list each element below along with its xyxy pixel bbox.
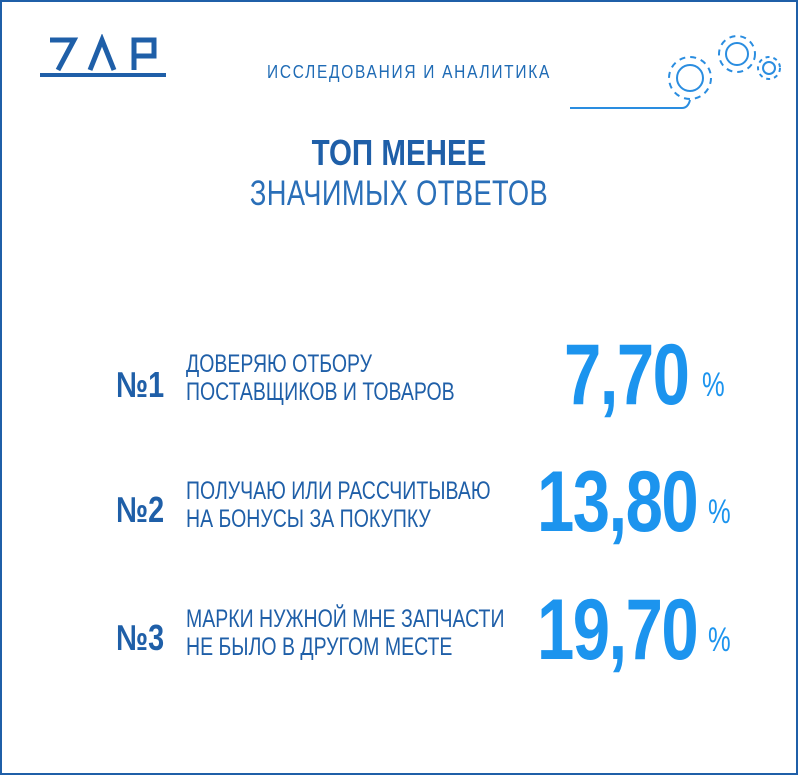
item-rank: №1 — [116, 364, 165, 405]
item-rank: №2 — [116, 489, 165, 530]
list-item: №1 ДОВЕРЯЮ ОТБОРУ ПОСТАВЩИКОВ И ТОВАРОВ … — [2, 332, 796, 442]
item-label-line1: ПОЛУЧАЮ ИЛИ РАССЧИТЫВАЮ — [186, 477, 491, 505]
item-label-line2: НЕ БЫЛО В ДРУГОМ МЕСТЕ — [186, 633, 453, 661]
item-unit: % — [702, 366, 725, 404]
item-unit: % — [708, 493, 731, 531]
item-label-line1: МАРКИ НУЖНОЙ МНЕ ЗАПЧАСТИ — [186, 605, 505, 633]
item-value: 13,80 — [537, 454, 699, 550]
item-value: 19,70 — [537, 582, 699, 678]
item-label-line2: ПОСТАВЩИКОВ И ТОВАРОВ — [186, 378, 455, 406]
list-item: №2 ПОЛУЧАЮ ИЛИ РАССЧИТЫВАЮ НА БОНУСЫ ЗА … — [2, 459, 796, 569]
section-title: ИССЛЕДОВАНИЯ И АНАЛИТИКА — [267, 62, 551, 82]
item-unit: % — [708, 621, 731, 659]
page-subtitle: ЗНАЧИМЫХ ОТВЕТОВ — [249, 174, 549, 213]
list-item: №3 МАРКИ НУЖНОЙ МНЕ ЗАПЧАСТИ НЕ БЫЛО В Д… — [2, 587, 796, 697]
gears-icon — [570, 35, 781, 109]
page-title: ТОП МЕНЕЕ — [311, 132, 487, 173]
zap-logo — [40, 34, 166, 77]
item-label-line2: НА БОНУСЫ ЗА ПОКУПКУ — [186, 505, 431, 533]
item-label-line1: ДОВЕРЯЮ ОТБОРУ — [186, 350, 372, 378]
item-rank: №3 — [116, 617, 165, 658]
item-value: 7,70 — [564, 327, 690, 423]
